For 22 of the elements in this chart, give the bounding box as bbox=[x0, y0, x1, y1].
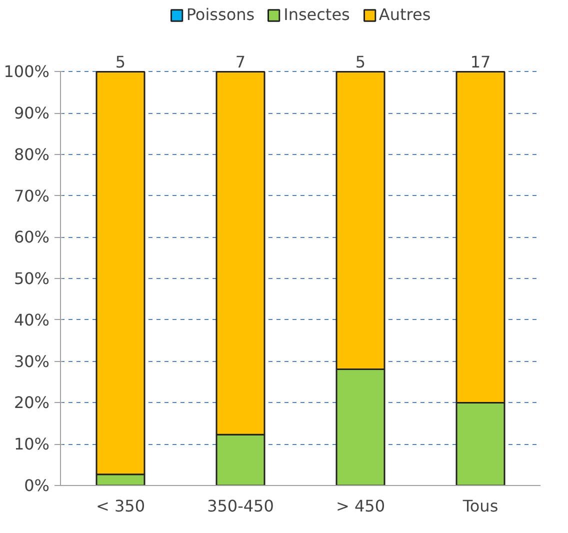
x-tick-label: Tous bbox=[462, 496, 498, 516]
y-tick-label: 80% bbox=[14, 144, 50, 164]
annotation: 7 bbox=[235, 52, 246, 72]
x-tick-label: 350-450 bbox=[207, 496, 274, 516]
y-tick-label: 70% bbox=[14, 186, 50, 206]
y-tick-label: 60% bbox=[14, 228, 50, 247]
legend-label: Insectes bbox=[284, 5, 350, 24]
y-tick-label: 30% bbox=[14, 352, 50, 371]
annotation: 5 bbox=[115, 52, 126, 72]
annotation: 5 bbox=[355, 52, 366, 72]
y-tick-label: 90% bbox=[14, 104, 50, 123]
annotation: 17 bbox=[470, 52, 491, 72]
y-tick-label: 0% bbox=[24, 476, 50, 495]
x-tick-label: > 450 bbox=[336, 496, 386, 516]
legend-label: Poissons bbox=[186, 5, 255, 24]
y-tick-label: 10% bbox=[14, 434, 50, 454]
y-tick-label: 40% bbox=[14, 310, 50, 330]
y-tick-label: 100% bbox=[4, 62, 50, 82]
y-tick-label: 20% bbox=[14, 393, 50, 412]
x-tick-label: < 350 bbox=[96, 496, 146, 516]
y-tick-label: 50% bbox=[14, 269, 50, 288]
legend-label: Autres bbox=[378, 5, 431, 24]
